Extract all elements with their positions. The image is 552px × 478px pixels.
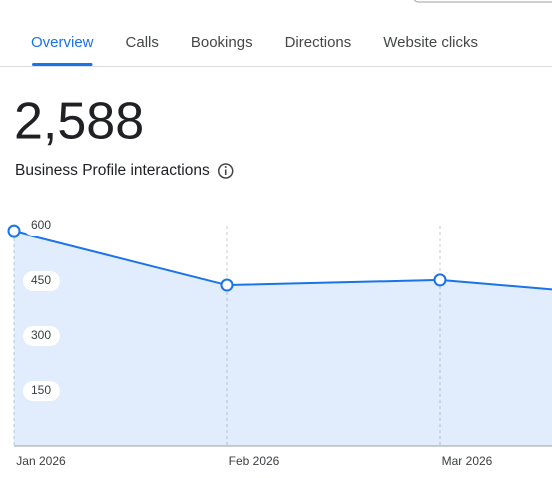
- tab-bar: Overview Calls Bookings Directions Website c…: [31, 34, 478, 66]
- y-tick-pill: [23, 381, 60, 401]
- info-icon[interactable]: [217, 163, 234, 179]
- y-tick-label: 300: [31, 328, 51, 342]
- y-tick-pill: [23, 271, 60, 291]
- tab[interactable]: Directions: [285, 34, 352, 51]
- y-tick-label: 600: [31, 218, 51, 232]
- y-tick-pill: [23, 326, 60, 346]
- dropdown-edge[interactable]: [413, 0, 552, 3]
- tab-indicator: [32, 63, 93, 66]
- y-tick-label: 150: [31, 383, 51, 397]
- tab[interactable]: Calls: [126, 34, 159, 51]
- tab[interactable]: Overview: [31, 34, 94, 51]
- x-tick-label: Feb 2026: [229, 454, 280, 468]
- line: [13, 230, 552, 291]
- data-point[interactable]: [7, 224, 21, 238]
- tab[interactable]: Bookings: [191, 34, 253, 51]
- y-tick-label: 450: [31, 273, 51, 287]
- tab[interactable]: Website clicks: [383, 34, 478, 51]
- metric-value: 2,588: [14, 93, 144, 151]
- data-point[interactable]: [220, 278, 234, 292]
- data-point[interactable]: [433, 273, 447, 287]
- metric-label: Business Profile interactions: [15, 162, 210, 179]
- y-tick-pill: [23, 216, 60, 236]
- area: [14, 231, 552, 446]
- chart: 150 300 450 600 Jan 2026 Feb 2026 Mar 2026: [7, 216, 552, 468]
- x-tick-label: Jan 2026: [16, 454, 66, 468]
- x-tick-label: Mar 2026: [442, 454, 493, 468]
